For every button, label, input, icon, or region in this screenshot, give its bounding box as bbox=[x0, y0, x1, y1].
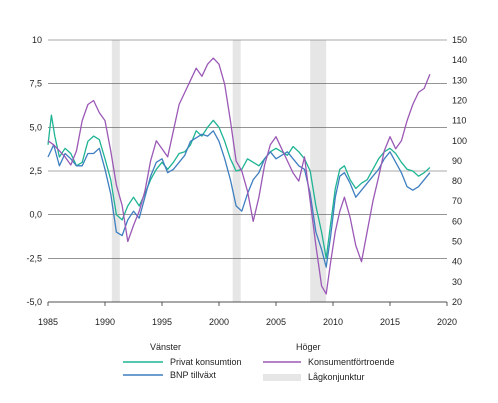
y-right-tick-label-6: 90 bbox=[452, 156, 462, 166]
y-left-tick-label-1: 7,5 bbox=[29, 79, 42, 89]
y-left-tick-label-2: 5,0 bbox=[29, 122, 42, 132]
x-tick-label-4: 2005 bbox=[266, 317, 286, 327]
legend-header-left: Vänster bbox=[150, 342, 181, 352]
y-right-tick-label-7: 80 bbox=[452, 176, 462, 186]
y-left-tick-label-4: 0,0 bbox=[29, 210, 42, 220]
y-left-tick-label-3: 2,5 bbox=[29, 166, 42, 176]
series-lines bbox=[47, 57, 431, 295]
y-right-tick-label-5: 100 bbox=[452, 136, 467, 146]
x-tick-label-2: 1995 bbox=[152, 317, 172, 327]
legend-swatch-lagkonjunktur bbox=[263, 374, 301, 381]
legend-label-konsumentfortroende: Konsumentförtroende bbox=[308, 357, 395, 367]
y-axis-left: 10 7,5 5,0 2,5 0,0 -2,5 -5,0 bbox=[26, 35, 42, 307]
y-right-tick-label-1: 140 bbox=[452, 55, 467, 65]
legend-label-lagkonjunktur: Lågkonjunktur bbox=[308, 372, 365, 382]
y-right-tick-label-9: 60 bbox=[452, 216, 462, 226]
x-tick-label-7: 2020 bbox=[437, 317, 457, 327]
x-axis: 1985 1990 1995 2000 2005 2010 2015 2020 bbox=[38, 301, 457, 327]
y-axis-right: 150 140 130 120 110 100 90 80 70 60 50 40 30 20 bbox=[452, 35, 467, 307]
x-tick-label-6: 2015 bbox=[380, 317, 400, 327]
y-right-tick-label-12: 30 bbox=[452, 277, 462, 287]
legend-label-bnp-tillvaxt: BNP tillväxt bbox=[170, 370, 216, 380]
y-right-tick-label-0: 150 bbox=[452, 35, 467, 45]
x-tick-label-1: 1990 bbox=[95, 317, 115, 327]
y-right-tick-label-3: 120 bbox=[452, 95, 467, 105]
legend-header-right: Höger bbox=[296, 342, 321, 352]
y-right-tick-label-4: 110 bbox=[452, 116, 466, 126]
legend: Vänster Höger Privat konsumtion BNP till… bbox=[123, 342, 395, 382]
y-right-tick-label-10: 50 bbox=[452, 237, 462, 247]
y-left-tick-label-6: -5,0 bbox=[26, 297, 42, 307]
series-line-2 bbox=[47, 57, 431, 295]
series-line-0 bbox=[47, 114, 431, 259]
series-line-1 bbox=[47, 130, 431, 268]
x-tick-label-3: 2000 bbox=[209, 317, 229, 327]
y-right-tick-label-13: 20 bbox=[452, 297, 462, 307]
y-right-tick-label-2: 130 bbox=[452, 75, 467, 85]
legend-label-privat-konsumtion: Privat konsumtion bbox=[170, 357, 242, 367]
x-tick-label-0: 1985 bbox=[38, 317, 58, 327]
x-tick-label-5: 2010 bbox=[323, 317, 343, 327]
y-right-tick-label-11: 40 bbox=[452, 257, 462, 267]
y-right-tick-label-8: 70 bbox=[452, 196, 462, 206]
y-left-tick-label-5: -2,5 bbox=[26, 253, 42, 263]
y-left-tick-label-0: 10 bbox=[32, 35, 42, 45]
